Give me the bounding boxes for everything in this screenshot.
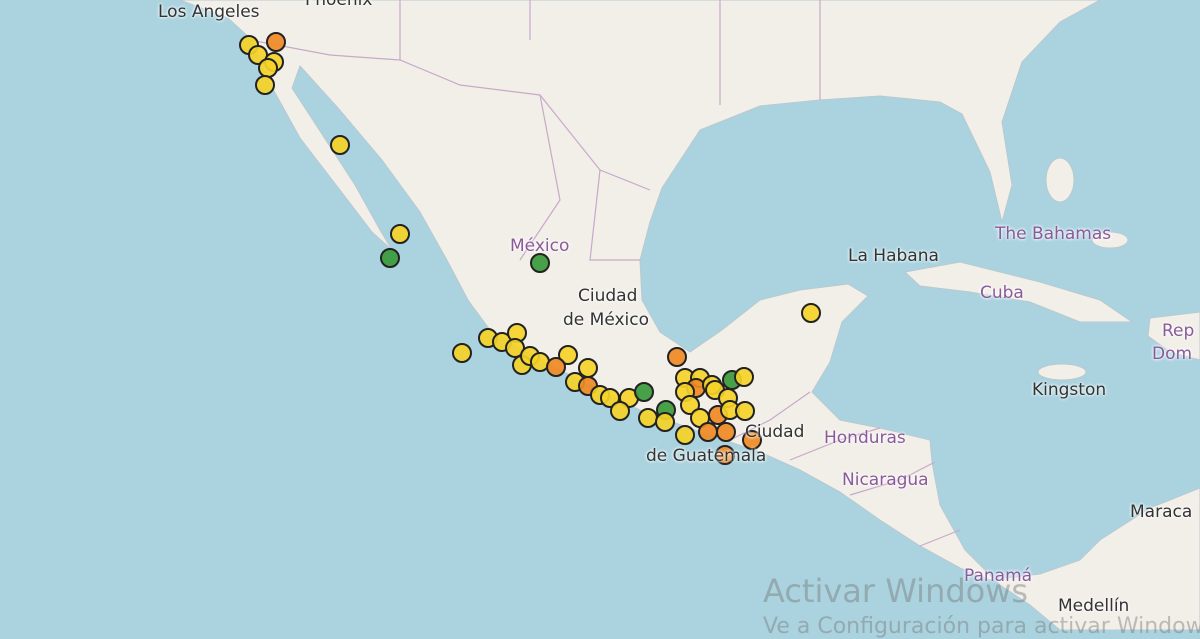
central-america-borders xyxy=(729,391,961,547)
earthquake-marker-yellow[interactable] xyxy=(675,425,695,445)
earthquake-marker-yellow[interactable] xyxy=(610,401,630,421)
earthquake-marker-yellow[interactable] xyxy=(735,401,755,421)
earthquake-marker-yellow[interactable] xyxy=(452,343,472,363)
earthquake-marker-orange[interactable] xyxy=(698,422,718,442)
state-borders xyxy=(399,0,821,261)
label-phoenix: Phoenix xyxy=(305,0,373,10)
label-guatemala-2: de Guatemala xyxy=(646,446,767,466)
label-cuba: Cuba xyxy=(980,283,1024,303)
earthquake-marker-green[interactable] xyxy=(530,253,550,273)
label-rep-dom-1: Rep xyxy=(1162,321,1195,341)
label-maracaibo: Maraca xyxy=(1130,502,1193,522)
hispaniola-island xyxy=(1147,311,1200,361)
earthquake-marker-green[interactable] xyxy=(380,248,400,268)
earthquake-marker-yellow[interactable] xyxy=(255,75,275,95)
label-kingston: Kingston xyxy=(1032,380,1107,400)
cuba-island xyxy=(903,261,1134,323)
label-la-habana: La Habana xyxy=(848,246,939,266)
earthquake-marker-yellow[interactable] xyxy=(578,358,598,378)
label-honduras: Honduras xyxy=(824,428,906,448)
windows-activation-watermark-subtext: Ve a Configuración para activar Windows. xyxy=(763,614,1200,639)
earthquake-markers xyxy=(239,32,821,465)
earthquake-marker-orange[interactable] xyxy=(667,347,687,367)
label-bahamas: The Bahamas xyxy=(995,224,1112,244)
windows-activation-watermark: Activar Windows xyxy=(763,572,1029,610)
earthquake-marker-yellow[interactable] xyxy=(258,58,278,78)
earthquake-marker-yellow[interactable] xyxy=(655,412,675,432)
label-panama: Panamá xyxy=(964,566,1033,586)
earthquake-marker-yellow[interactable] xyxy=(680,395,700,415)
bahamas-island xyxy=(1045,157,1075,203)
earthquake-marker-yellow[interactable] xyxy=(558,345,578,365)
earthquake-marker-yellow[interactable] xyxy=(734,367,754,387)
bahamas-island xyxy=(1091,231,1129,249)
earthquake-marker-yellow[interactable] xyxy=(330,135,350,155)
label-nicaragua: Nicaragua xyxy=(842,470,929,490)
label-medellin: Medellín xyxy=(1058,596,1130,616)
earthquake-marker-orange[interactable] xyxy=(266,32,286,52)
borders xyxy=(249,0,961,547)
label-mexico: México xyxy=(510,236,570,256)
label-rep-dom-2: Dom xyxy=(1152,344,1193,364)
label-guatemala-1: Ciudad xyxy=(745,422,805,442)
north-america-landmass xyxy=(179,0,1200,630)
earthquake-marker-orange[interactable] xyxy=(742,430,762,450)
land xyxy=(179,0,1200,630)
earthquake-marker-orange[interactable] xyxy=(546,357,566,377)
label-ciudad-de-mexico-1: Ciudad xyxy=(578,286,638,306)
earthquake-marker-yellow[interactable] xyxy=(801,303,821,323)
earthquake-marker-yellow[interactable] xyxy=(390,224,410,244)
label-los-angeles: Los Angeles xyxy=(158,2,260,22)
earthquake-marker-green[interactable] xyxy=(634,382,654,402)
earthquake-marker-orange[interactable] xyxy=(715,445,735,465)
earthquake-marker-yellow[interactable] xyxy=(638,408,658,428)
earthquake-marker-orange[interactable] xyxy=(716,422,736,442)
label-ciudad-de-mexico-2: de México xyxy=(563,310,650,330)
jamaica-island xyxy=(1037,363,1087,381)
